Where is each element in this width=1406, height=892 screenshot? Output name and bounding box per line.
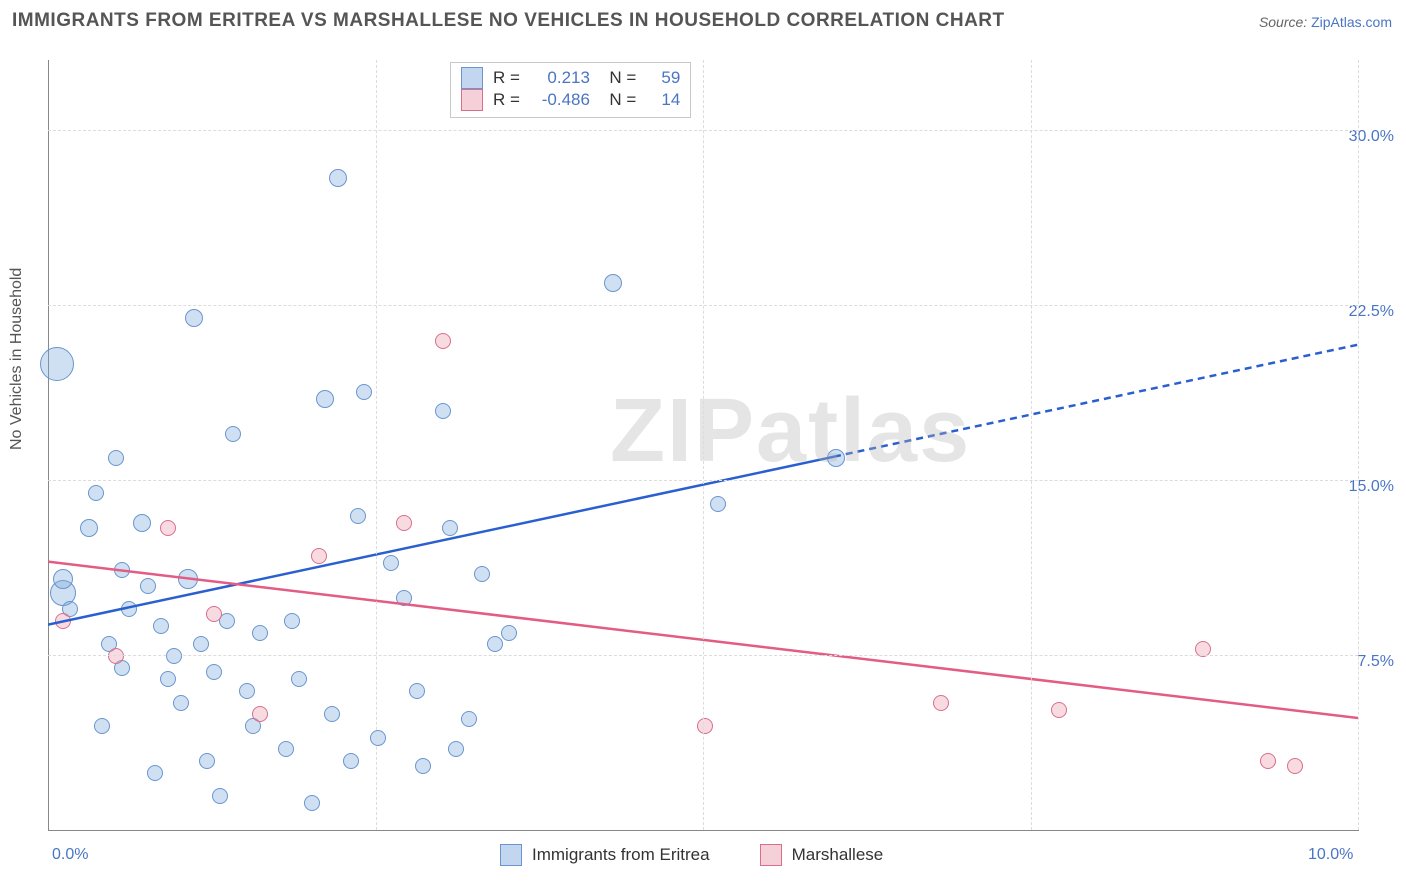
series-a-name: Immigrants from Eritrea: [532, 845, 710, 865]
legend-row-a: R = 0.213 N = 59: [461, 67, 680, 89]
x-tick-label: 10.0%: [1308, 846, 1353, 864]
data-point-a[interactable]: [409, 683, 425, 699]
data-point-b[interactable]: [252, 706, 268, 722]
data-point-a[interactable]: [710, 496, 726, 512]
swatch-a-icon: [461, 67, 483, 89]
n-label: N =: [600, 67, 636, 89]
data-point-b[interactable]: [396, 515, 412, 531]
data-point-a[interactable]: [94, 718, 110, 734]
data-point-a[interactable]: [193, 636, 209, 652]
data-point-a[interactable]: [185, 309, 203, 327]
data-point-a[interactable]: [284, 613, 300, 629]
x-tick-label: 0.0%: [52, 846, 88, 864]
r-value-b: -0.486: [530, 89, 590, 111]
data-point-a[interactable]: [350, 508, 366, 524]
data-point-a[interactable]: [252, 625, 268, 641]
data-point-a[interactable]: [343, 753, 359, 769]
data-point-a[interactable]: [147, 765, 163, 781]
data-point-b[interactable]: [697, 718, 713, 734]
gridline-v: [1031, 60, 1032, 830]
data-point-a[interactable]: [461, 711, 477, 727]
data-point-a[interactable]: [827, 449, 845, 467]
data-point-a[interactable]: [324, 706, 340, 722]
data-point-a[interactable]: [291, 671, 307, 687]
data-point-b[interactable]: [1287, 758, 1303, 774]
data-point-a[interactable]: [396, 590, 412, 606]
gridline-v: [703, 60, 704, 830]
y-tick-label: 7.5%: [1358, 653, 1394, 671]
data-point-a[interactable]: [206, 664, 222, 680]
gridline-v: [1358, 60, 1359, 830]
n-label: N =: [600, 89, 636, 111]
data-point-b[interactable]: [933, 695, 949, 711]
data-point-b[interactable]: [435, 333, 451, 349]
data-point-a[interactable]: [199, 753, 215, 769]
source-link[interactable]: ZipAtlas.com: [1311, 14, 1392, 30]
data-point-a[interactable]: [442, 520, 458, 536]
data-point-a[interactable]: [225, 426, 241, 442]
data-point-a[interactable]: [140, 578, 156, 594]
data-point-a[interactable]: [239, 683, 255, 699]
data-point-b[interactable]: [108, 648, 124, 664]
data-point-a[interactable]: [435, 403, 451, 419]
gridline-v: [376, 60, 377, 830]
data-point-a[interactable]: [40, 347, 74, 381]
series-legend: Immigrants from Eritrea Marshallese: [500, 844, 883, 866]
correlation-legend: R = 0.213 N = 59 R = -0.486 N = 14: [450, 62, 691, 118]
data-point-a[interactable]: [212, 788, 228, 804]
data-point-a[interactable]: [153, 618, 169, 634]
source-label: Source:: [1259, 14, 1307, 30]
data-point-b[interactable]: [1051, 702, 1067, 718]
data-point-a[interactable]: [80, 519, 98, 537]
data-point-b[interactable]: [55, 613, 71, 629]
data-point-b[interactable]: [206, 606, 222, 622]
data-point-a[interactable]: [383, 555, 399, 571]
data-point-a[interactable]: [356, 384, 372, 400]
data-point-a[interactable]: [474, 566, 490, 582]
source-attribution: Source: ZipAtlas.com: [1259, 14, 1392, 30]
n-value-b: 14: [646, 89, 680, 111]
data-point-b[interactable]: [311, 548, 327, 564]
data-point-a[interactable]: [316, 390, 334, 408]
data-point-a[interactable]: [304, 795, 320, 811]
r-value-a: 0.213: [530, 67, 590, 89]
data-point-a[interactable]: [448, 741, 464, 757]
chart-title: IMMIGRANTS FROM ERITREA VS MARSHALLESE N…: [12, 10, 1005, 32]
data-point-a[interactable]: [160, 671, 176, 687]
y-axis-label: No Vehicles in Household: [8, 268, 26, 450]
data-point-a[interactable]: [53, 569, 73, 589]
data-point-a[interactable]: [108, 450, 124, 466]
n-value-a: 59: [646, 67, 680, 89]
data-point-a[interactable]: [173, 695, 189, 711]
data-point-a[interactable]: [329, 169, 347, 187]
data-point-a[interactable]: [133, 514, 151, 532]
swatch-b-icon: [461, 89, 483, 111]
data-point-a[interactable]: [278, 741, 294, 757]
data-point-a[interactable]: [178, 569, 198, 589]
data-point-a[interactable]: [501, 625, 517, 641]
series-b-name: Marshallese: [792, 845, 884, 865]
data-point-b[interactable]: [160, 520, 176, 536]
data-point-a[interactable]: [121, 601, 137, 617]
legend-row-b: R = -0.486 N = 14: [461, 89, 680, 111]
data-point-a[interactable]: [370, 730, 386, 746]
data-point-a[interactable]: [88, 485, 104, 501]
r-label: R =: [493, 89, 520, 111]
data-point-a[interactable]: [487, 636, 503, 652]
data-point-a[interactable]: [604, 274, 622, 292]
data-point-a[interactable]: [114, 562, 130, 578]
data-point-a[interactable]: [415, 758, 431, 774]
data-point-b[interactable]: [1260, 753, 1276, 769]
swatch-a-icon: [500, 844, 522, 866]
swatch-b-icon: [760, 844, 782, 866]
data-point-a[interactable]: [166, 648, 182, 664]
r-label: R =: [493, 67, 520, 89]
